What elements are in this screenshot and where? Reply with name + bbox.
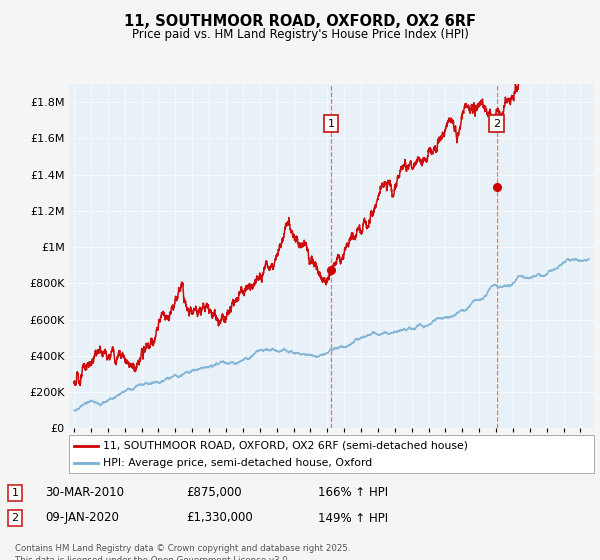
Text: 149% ↑ HPI: 149% ↑ HPI: [318, 511, 388, 525]
Text: 11, SOUTHMOOR ROAD, OXFORD, OX2 6RF: 11, SOUTHMOOR ROAD, OXFORD, OX2 6RF: [124, 14, 476, 29]
Text: 166% ↑ HPI: 166% ↑ HPI: [318, 486, 388, 500]
Text: 30-MAR-2010: 30-MAR-2010: [45, 486, 124, 500]
Text: 1: 1: [328, 119, 335, 129]
Text: 09-JAN-2020: 09-JAN-2020: [45, 511, 119, 525]
Text: £1,330,000: £1,330,000: [186, 511, 253, 525]
Text: Contains HM Land Registry data © Crown copyright and database right 2025.
This d: Contains HM Land Registry data © Crown c…: [15, 544, 350, 560]
Text: 1: 1: [11, 488, 19, 498]
Text: HPI: Average price, semi-detached house, Oxford: HPI: Average price, semi-detached house,…: [103, 458, 373, 468]
Text: £875,000: £875,000: [186, 486, 242, 500]
Text: 2: 2: [493, 119, 500, 129]
Text: 2: 2: [11, 513, 19, 523]
Text: 11, SOUTHMOOR ROAD, OXFORD, OX2 6RF (semi-detached house): 11, SOUTHMOOR ROAD, OXFORD, OX2 6RF (sem…: [103, 441, 468, 451]
Text: Price paid vs. HM Land Registry's House Price Index (HPI): Price paid vs. HM Land Registry's House …: [131, 28, 469, 41]
